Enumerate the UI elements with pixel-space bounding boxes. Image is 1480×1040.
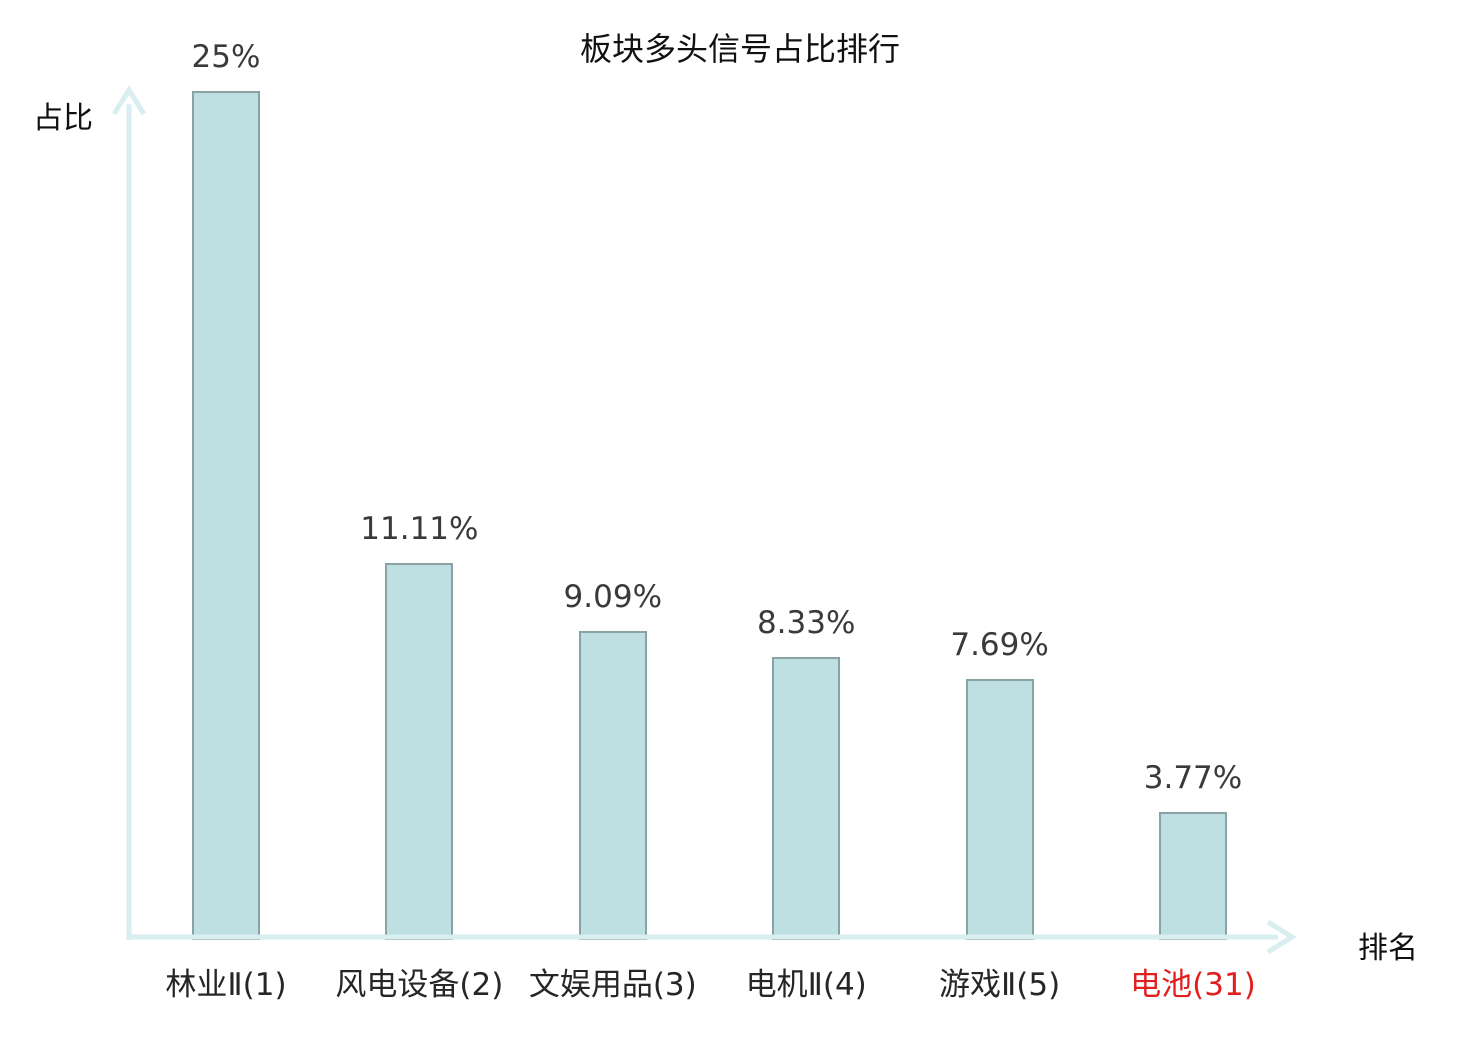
- bar: [965, 679, 1034, 940]
- y-axis-label: 占比: [33, 101, 93, 136]
- bar: [1159, 812, 1227, 940]
- category-label: 游戏Ⅱ(5): [939, 967, 1061, 1003]
- bar: [772, 657, 841, 940]
- bar-value-label: 8.33%: [756, 605, 856, 641]
- bar-value-label: 7.69%: [950, 627, 1049, 663]
- category-label: 风电设备(2): [335, 967, 504, 1003]
- y-axis-arrowhead-icon: [111, 85, 147, 116]
- chart-title: 板块多头信号占比排行: [579, 30, 900, 68]
- bar-value-label: 11.11%: [360, 511, 479, 547]
- bar-value-label: 9.09%: [563, 579, 663, 615]
- bar-value-label: 25%: [191, 39, 261, 75]
- category-label: 电机Ⅱ(4): [745, 967, 867, 1003]
- x-axis-label: 排名: [1358, 931, 1418, 966]
- category-label: 电池(31): [1130, 967, 1256, 1003]
- x-axis-arrowhead-icon: [1266, 919, 1297, 955]
- bar: [385, 563, 454, 940]
- bar: [578, 631, 647, 940]
- bar: [192, 91, 260, 940]
- category-label: 林业Ⅱ(1): [165, 967, 287, 1003]
- category-label: 文娱用品(3): [528, 967, 697, 1003]
- bar-value-label: 3.77%: [1143, 760, 1243, 796]
